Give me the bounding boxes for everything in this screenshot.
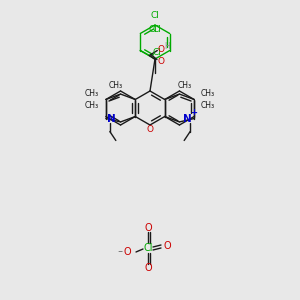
Text: CH₃: CH₃ (109, 81, 123, 90)
Text: O: O (123, 247, 131, 257)
Text: CH₃: CH₃ (85, 101, 99, 110)
Text: O: O (158, 45, 165, 54)
Text: Cl: Cl (149, 25, 158, 34)
Text: Cl: Cl (152, 25, 161, 34)
Text: CH₃: CH₃ (201, 89, 215, 98)
Text: N: N (107, 113, 116, 124)
Text: O: O (158, 57, 165, 66)
Text: CH₃: CH₃ (177, 81, 191, 90)
Text: ⁻: ⁻ (117, 249, 123, 259)
Text: CH₃: CH₃ (85, 89, 99, 98)
Text: O: O (144, 223, 152, 233)
Text: Cl: Cl (151, 11, 159, 20)
Text: +: + (190, 108, 197, 117)
Text: CH₃: CH₃ (201, 101, 215, 110)
Text: N: N (183, 113, 191, 124)
Text: Cl: Cl (143, 243, 153, 253)
Text: O: O (146, 125, 154, 134)
Text: H: H (164, 42, 170, 51)
Text: O: O (163, 241, 171, 251)
Text: O: O (144, 263, 152, 273)
Text: Cl: Cl (152, 48, 161, 57)
